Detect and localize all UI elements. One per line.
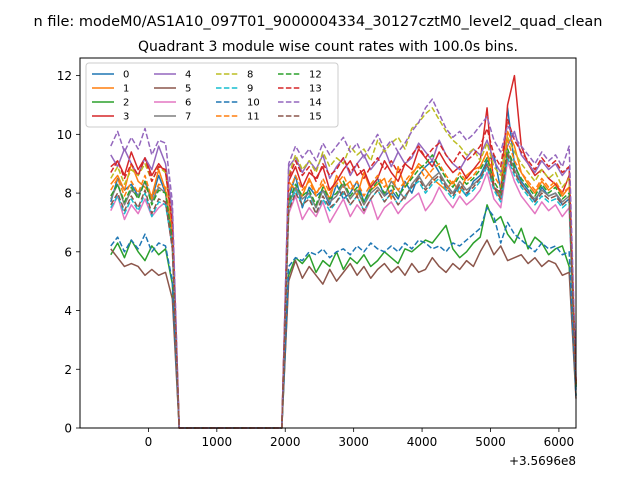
y-tick-label: 0 — [64, 422, 72, 436]
x-tick-label: 1000 — [202, 435, 233, 449]
x-tick-label: 0 — [145, 435, 153, 449]
chart-title: Quadrant 3 module wise count rates with … — [138, 39, 518, 55]
legend-label-11: 11 — [247, 112, 260, 123]
series-line-9 — [110, 157, 577, 429]
legend-label-5: 5 — [185, 84, 191, 95]
y-tick-label: 2 — [64, 363, 72, 377]
legend-label-8: 8 — [247, 70, 253, 81]
x-axis-offset-label: +3.5696e8 — [509, 454, 576, 468]
legend-label-13: 13 — [309, 84, 322, 95]
figure-suptitle: n file: modeM0/AS1A10_097T01_9000004334_… — [34, 14, 603, 30]
legend-label-14: 14 — [309, 98, 322, 109]
legend-label-2: 2 — [123, 98, 129, 109]
x-tick-label: 6000 — [544, 435, 575, 449]
legend-label-15: 15 — [309, 112, 322, 123]
x-axis: 0 1000 2000 3000 4000 5000 6000 — [145, 428, 575, 449]
legend-label-7: 7 — [185, 112, 191, 123]
y-axis: 0 2 4 6 8 10 12 — [57, 69, 80, 436]
legend-label-1: 1 — [123, 84, 129, 95]
legend-label-6: 6 — [185, 98, 191, 109]
x-tick-label: 3000 — [338, 435, 369, 449]
y-tick-label: 10 — [57, 128, 72, 142]
x-tick-label: 4000 — [407, 435, 438, 449]
legend-box — [85, 62, 339, 128]
y-tick-label: 8 — [64, 187, 72, 201]
y-tick-label: 12 — [57, 69, 72, 83]
y-tick-label: 6 — [64, 245, 72, 259]
x-tick-label: 5000 — [475, 435, 506, 449]
legend-label-9: 9 — [247, 84, 253, 95]
legend-label-10: 10 — [247, 98, 260, 109]
y-tick-label: 4 — [64, 304, 72, 318]
legend-label-4: 4 — [185, 70, 191, 81]
legend-label-3: 3 — [123, 112, 129, 123]
plot-area-frame — [79, 57, 577, 429]
x-tick-label: 2000 — [270, 435, 301, 449]
legend-label-0: 0 — [123, 70, 129, 81]
legend-label-12: 12 — [309, 70, 322, 81]
